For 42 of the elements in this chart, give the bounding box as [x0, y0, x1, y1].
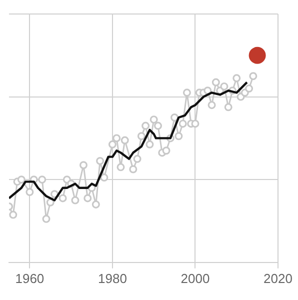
point	[112, 134, 121, 142]
point	[208, 101, 216, 110]
point	[58, 194, 67, 202]
point	[116, 163, 125, 172]
point	[174, 132, 183, 140]
point	[170, 114, 179, 122]
point	[232, 74, 241, 82]
point	[120, 136, 129, 144]
point	[150, 116, 158, 124]
point	[137, 132, 146, 140]
point	[108, 140, 116, 148]
point	[42, 214, 50, 223]
point	[100, 174, 108, 182]
point	[79, 161, 88, 170]
point	[38, 176, 46, 184]
x-tick-label: 2000	[180, 270, 210, 286]
point	[162, 146, 170, 155]
point	[92, 200, 100, 208]
point	[245, 84, 254, 93]
x-tick-label: 1980	[98, 270, 127, 286]
point	[133, 154, 142, 163]
point	[212, 78, 220, 86]
point	[248, 46, 266, 64]
point	[84, 194, 92, 202]
point	[129, 165, 138, 174]
point	[26, 188, 34, 196]
point	[146, 140, 154, 148]
point	[154, 122, 162, 130]
point	[249, 72, 258, 80]
point	[96, 156, 104, 165]
point	[46, 198, 54, 206]
point	[142, 122, 150, 130]
point	[182, 88, 191, 97]
point	[17, 176, 26, 184]
x-tick-label: 2020	[264, 270, 292, 286]
point	[71, 196, 80, 204]
point	[9, 210, 18, 219]
x-tick-label: 1960	[15, 270, 44, 286]
point	[224, 103, 232, 112]
point	[191, 120, 200, 128]
point	[178, 120, 187, 128]
point	[220, 82, 228, 90]
